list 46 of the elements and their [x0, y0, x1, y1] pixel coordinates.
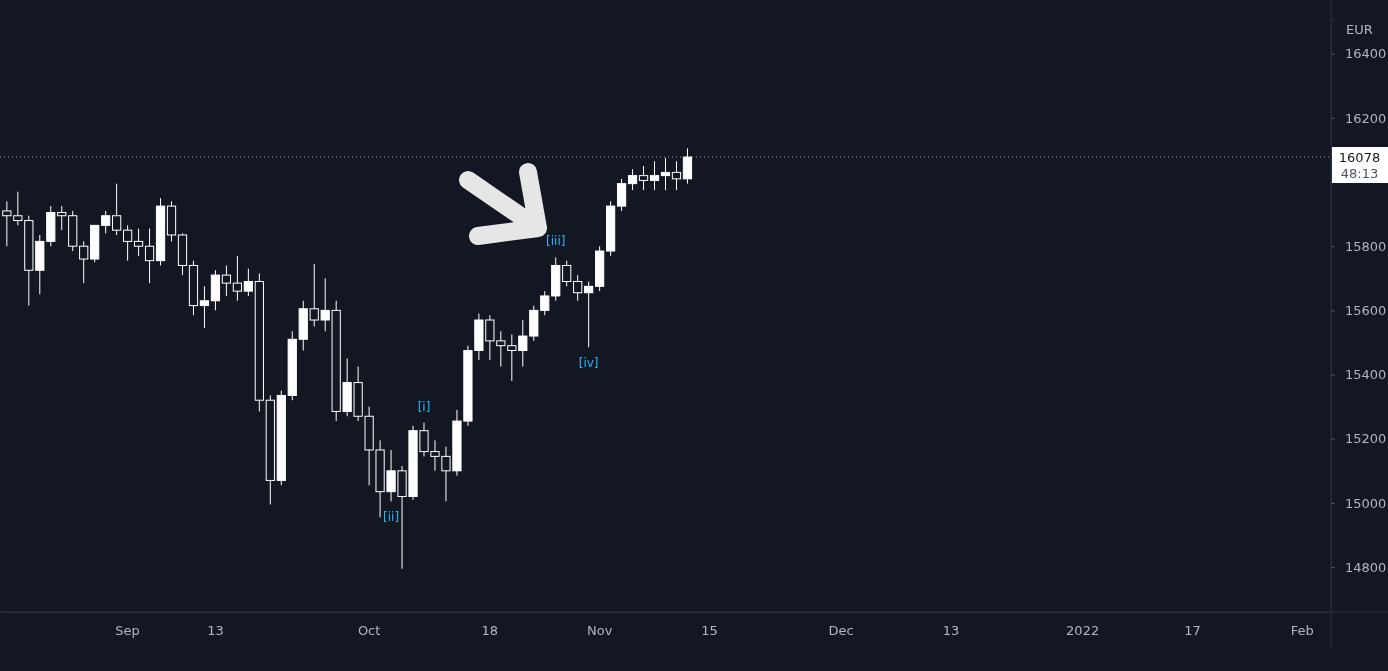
y-tick-label: 15400 [1345, 367, 1387, 383]
annotation: [iii] [546, 234, 566, 249]
ref-line-label: 16078 [1338, 150, 1381, 166]
x-tick-label: 13 [207, 623, 224, 639]
x-tick-label: 15 [701, 623, 718, 639]
x-tick-label: 17 [1184, 623, 1201, 639]
annotation: [i] [417, 399, 431, 414]
candlestick [616, 178, 627, 212]
annotation: [iv] [578, 356, 599, 371]
candlestick [638, 165, 649, 191]
x-tick-label: Sep [115, 623, 140, 639]
y-tick-label: 15200 [1345, 431, 1387, 447]
y-axis-title: EUR [1346, 22, 1373, 37]
x-tick-label: Nov [586, 623, 613, 639]
y-tick-label: 16400 [1345, 46, 1387, 62]
x-tick-label: Feb [1290, 623, 1314, 639]
candlestick [682, 147, 693, 185]
candlestick [573, 274, 583, 302]
candlestick [232, 255, 242, 302]
candlestick [144, 228, 155, 284]
text: 48:13 [1340, 166, 1379, 182]
candlestick [562, 260, 572, 287]
candlestick [123, 224, 133, 262]
y-tick-label: 16200 [1345, 110, 1387, 126]
candlestick [79, 240, 89, 284]
x-tick-label: Dec [828, 623, 854, 639]
candlestick [112, 183, 122, 236]
y-tick-label: 15800 [1345, 238, 1387, 254]
candlestick [199, 285, 210, 329]
annotation: [ii] [383, 510, 400, 525]
candlestick [660, 157, 671, 191]
candlestick [101, 210, 111, 234]
candlestick [671, 160, 682, 191]
y-tick-label: 15000 [1345, 495, 1387, 511]
x-tick-label: 13 [942, 623, 960, 639]
candlestick [221, 264, 232, 297]
candlestick [627, 168, 638, 191]
x-tick-label: 2022 [1066, 623, 1100, 639]
candlestick [649, 160, 660, 191]
x-tick-label: 18 [481, 623, 499, 639]
y-tick-label: 14800 [1345, 559, 1387, 575]
x-tick-label: Oct [357, 623, 381, 639]
candlestick [133, 228, 144, 257]
candlestick [584, 281, 594, 348]
y-tick-label: 15600 [1345, 303, 1387, 319]
candlestick [243, 268, 253, 297]
